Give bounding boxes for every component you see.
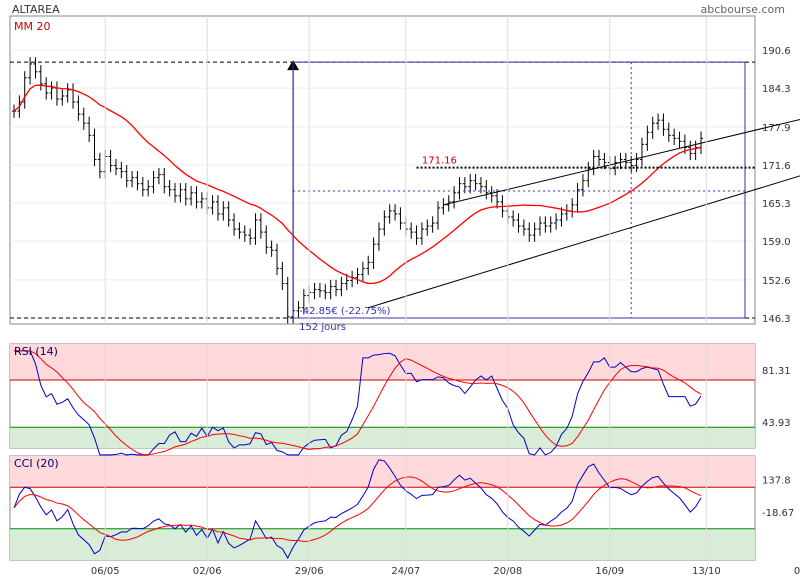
price-y-tick: 146.3 — [762, 314, 791, 325]
x-tick-label: 29/06 — [295, 566, 324, 577]
chart-symbol: ALTAREA — [12, 3, 60, 16]
channel-lower — [368, 175, 800, 309]
oscillator-line — [14, 350, 702, 456]
oscillator-signal — [14, 350, 702, 456]
oscillator-y-tick: 81.31 — [762, 366, 791, 377]
oscillator-y-tick: 137.8 — [762, 475, 791, 486]
ma20-line — [13, 84, 702, 285]
overbought-zone — [10, 344, 755, 381]
oscillator-line — [13, 459, 702, 559]
x-tick-label: 13/10 — [692, 566, 721, 577]
price-y-tick: 165.3 — [762, 199, 791, 210]
overbought-zone — [10, 456, 755, 488]
oscillator-signal — [13, 476, 702, 543]
x-tick-label: 16/09 — [595, 566, 624, 577]
x-tick-label: 02/06 — [193, 566, 222, 577]
duration-label: 152 jours — [299, 322, 346, 333]
source-label: abcbourse.com — [701, 3, 785, 16]
x-tick-label: 24/07 — [391, 566, 420, 577]
resistance-label: 171.16 — [422, 156, 457, 167]
oscillator-y-tick: 43.93 — [762, 418, 791, 429]
x-axis: 06/05 02/06 29/06 24/07 20/08 16/09 13/10 09/11 — [91, 16, 800, 577]
cci-title: CCI (20) — [14, 457, 59, 470]
price-y-tick: 190.6 — [762, 46, 791, 57]
price-y-tick: 171.6 — [762, 161, 791, 172]
rsi-layer: 81.31 43.93 — [10, 344, 791, 456]
price-y-tick: 152.6 — [762, 276, 791, 287]
oversold-zone — [10, 528, 755, 560]
oscillator-y-tick: -18.67 — [762, 508, 794, 519]
rsi-title: RSI (14) — [14, 345, 58, 358]
channel-upper — [443, 118, 800, 206]
measure-box — [292, 61, 746, 319]
price-y-tick: 184.3 — [762, 84, 791, 95]
price-y-tick: 159.0 — [762, 237, 791, 248]
price-y-tick: 177.9 — [762, 123, 791, 134]
x-tick-label: 09/11 — [794, 566, 800, 577]
x-tick-label: 06/05 — [91, 566, 120, 577]
legend-ma20: MM 20 — [14, 20, 50, 33]
x-tick-label: 20/08 — [493, 566, 522, 577]
cci-layer: 137.8 -18.67 — [10, 456, 794, 560]
change-label: -42.85€ (-22.75%) — [299, 306, 390, 317]
oversold-zone — [10, 427, 755, 448]
